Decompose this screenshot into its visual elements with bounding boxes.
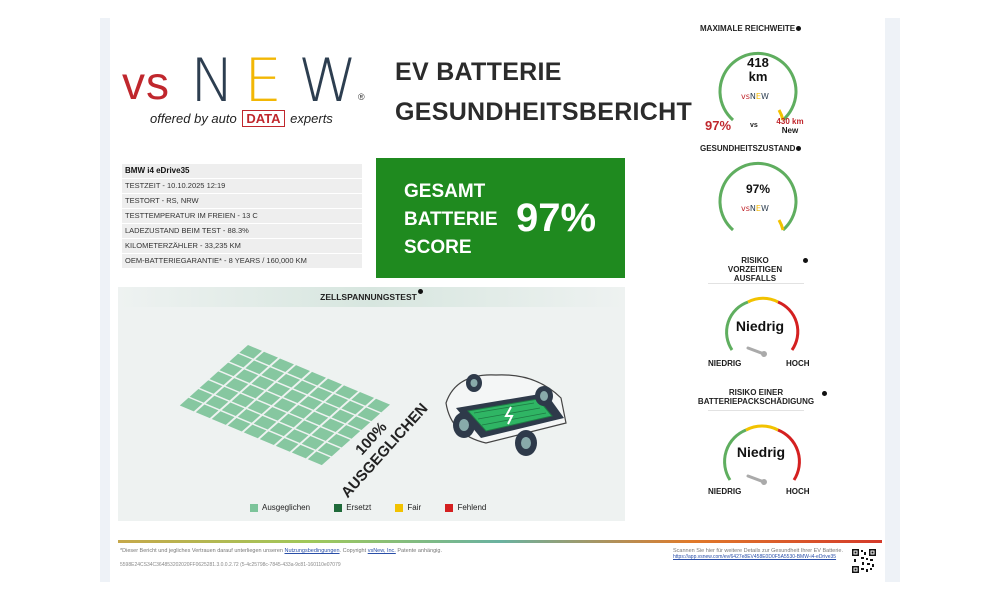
legend-item-missing: Fehlend — [445, 503, 486, 512]
legend-swatch — [395, 503, 404, 512]
footer-divider — [118, 540, 882, 543]
risk-pack-high: HOCH — [786, 487, 810, 496]
vehicle-name: BMW i4 eDrive35 — [122, 164, 362, 178]
logo-e: E — [244, 46, 282, 116]
info-icon[interactable] — [796, 146, 802, 151]
gauge-mini-logo: vsNEW — [741, 92, 769, 101]
overall-battery-score: GESAMT BATTERIE SCORE 97% — [376, 158, 625, 278]
health-heading: GESUNDHEITSZUSTAND — [700, 144, 802, 153]
logo-offered-by: offered by auto DATA experts — [150, 110, 333, 127]
info-icon[interactable] — [822, 391, 827, 396]
footer-scan: Scannen Sie hier für weitere Details zur… — [673, 548, 845, 560]
max-range-value: 418 km — [738, 56, 778, 84]
footer-disclaimer: *Dieser Bericht und jegliches Vertrauen … — [120, 548, 442, 554]
company-link[interactable]: vsNew, Inc. — [367, 548, 396, 554]
logo-data: DATA — [242, 110, 285, 127]
legend-swatch — [334, 503, 343, 512]
max-range-heading: MAXIMALE REICHWEITE — [700, 24, 802, 33]
max-range-heading-text: MAXIMALE REICHWEITE — [700, 24, 796, 33]
legend-swatch — [445, 503, 454, 512]
score-label-line1: GESAMT — [404, 181, 486, 202]
risk-pack-gauge — [723, 424, 801, 485]
info-row-warranty: OEM-BATTERIEGARANTIE* - 8 YEARS / 160,00… — [122, 254, 362, 268]
logo-w: W — [298, 46, 358, 116]
risk-failure-heading: RISIKO VORZEITIGEN AUSFALLS — [712, 256, 798, 283]
risk-pack-value: Niedrig — [736, 444, 786, 460]
risk-pack-heading: RISIKO EINER BATTERIEPACKSCHÄDIGUNG — [688, 388, 824, 406]
scan-text: Scannen Sie hier für weitere Details zur… — [673, 548, 843, 554]
qr-code-icon[interactable] — [852, 549, 876, 573]
report-title: EV BATTERIE GESUNDHEITSBERICHT — [395, 52, 695, 132]
health-gauge — [718, 161, 798, 232]
score-label-line2: BATTERIE — [404, 209, 498, 230]
info-row-test-location: TESTORT - RS, NRW — [122, 194, 362, 208]
risk-divider — [708, 283, 804, 284]
health-value: 97% — [745, 182, 771, 196]
range-new-label: New — [781, 126, 799, 135]
risk-failure-heading-line3: AUSFALLS — [733, 274, 777, 283]
info-row-temperature: TESTTEMPERATUR IM FREIEN - 13 C — [122, 209, 362, 223]
logo-offered-text: offered by auto — [150, 111, 237, 126]
range-new-value: 430 km — [776, 117, 804, 126]
risk-failure-value: Niedrig — [735, 318, 785, 334]
info-row-charge-state: LADEZUSTAND BEIM TEST - 88.3% — [122, 224, 362, 238]
risk-divider — [708, 410, 804, 411]
risk-pack-heading-line1: RISIKO EINER — [728, 388, 784, 397]
cell-test-heading-text: ZELLSPANNUNGSTEST — [320, 292, 417, 302]
logo-registered: ® — [358, 92, 365, 102]
cell-legend: Ausgeglichen Ersetzt Fair Fehlend — [250, 503, 508, 512]
range-vs: vs — [750, 122, 758, 129]
score-value: 97% — [516, 196, 597, 240]
legend-label: Fair — [407, 503, 422, 512]
risk-failure-heading-line2: VORZEITIGEN — [727, 265, 783, 274]
report-id: 5598E24CS34C364853202020FF0625281.3.0.0.… — [120, 562, 341, 568]
score-label-line3: SCORE — [404, 237, 472, 258]
health-heading-text: GESUNDHEITSZUSTAND — [700, 144, 796, 153]
info-row-test-time: TESTZEIT - 10.10.2025 12:19 — [122, 179, 362, 193]
risk-failure-heading-line1: RISIKO — [741, 256, 769, 265]
max-range-gauge — [718, 51, 798, 122]
range-new: 430 km New — [770, 117, 810, 135]
range-percent: 97% — [705, 118, 732, 133]
legend-item-balanced: Ausgeglichen — [250, 503, 310, 512]
max-range-number: 418 — [747, 55, 769, 70]
info-icon[interactable] — [417, 289, 423, 294]
legend-swatch — [250, 503, 258, 512]
logo-experts: experts — [290, 111, 333, 126]
info-row-odometer: KILOMETERZÄHLER - 33,235 KM — [122, 239, 362, 253]
cell-test-heading: ZELLSPANNUNGSTEST — [118, 287, 625, 307]
legend-label: Ersetzt — [346, 503, 372, 512]
risk-pack-heading-line2: BATTERIEPACKSCHÄDIGUNG — [697, 397, 815, 406]
report-title-line1: EV BATTERIE — [395, 58, 562, 86]
disclaimer-text: . Copyright — [339, 548, 367, 554]
legend-label: Fehlend — [457, 503, 487, 512]
logo-n: N — [190, 46, 235, 116]
report-title-line2: GESUNDHEITSBERICHT — [395, 98, 693, 126]
legend-item-fair: Fair — [395, 503, 421, 512]
legend-item-replaced: Ersetzt — [334, 503, 371, 512]
info-icon[interactable] — [803, 258, 808, 263]
legend-label: Ausgeglichen — [262, 503, 311, 512]
vehicle-info-table: BMW i4 eDrive35 TESTZEIT - 10.10.2025 12… — [122, 164, 362, 269]
vsnew-logo: vs N E W ® offered by auto DATA experts — [122, 42, 372, 132]
score-label: GESAMT BATTERIE SCORE — [404, 178, 498, 262]
risk-failure-gauge — [725, 296, 800, 357]
disclaimer-text: Patente anhängig. — [397, 548, 442, 554]
info-icon[interactable] — [796, 26, 802, 31]
disclaimer-text: *Dieser Bericht und jegliches Vertrauen … — [120, 548, 283, 554]
scan-link[interactable]: https://app.vsnew.com/ev/6427e8EV458E0D0… — [673, 554, 837, 560]
cell-voltage-test-panel: ZELLSPANNUNGSTEST 100% AUSGEGLICHEN Ausg… — [118, 287, 625, 521]
risk-failure-high: HOCH — [786, 359, 810, 368]
max-range-unit: km — [748, 69, 768, 84]
page-margin-right — [885, 18, 900, 582]
logo-vs: vs — [122, 57, 170, 109]
risk-pack-low: NIEDRIG — [708, 487, 742, 496]
terms-link[interactable]: Nutzungsbedingungen — [284, 548, 340, 554]
gauge-mini-logo: vsNEW — [741, 204, 769, 213]
page-margin-left — [100, 18, 110, 582]
car-battery-illustration — [445, 374, 567, 456]
risk-failure-low: NIEDRIG — [708, 359, 742, 368]
